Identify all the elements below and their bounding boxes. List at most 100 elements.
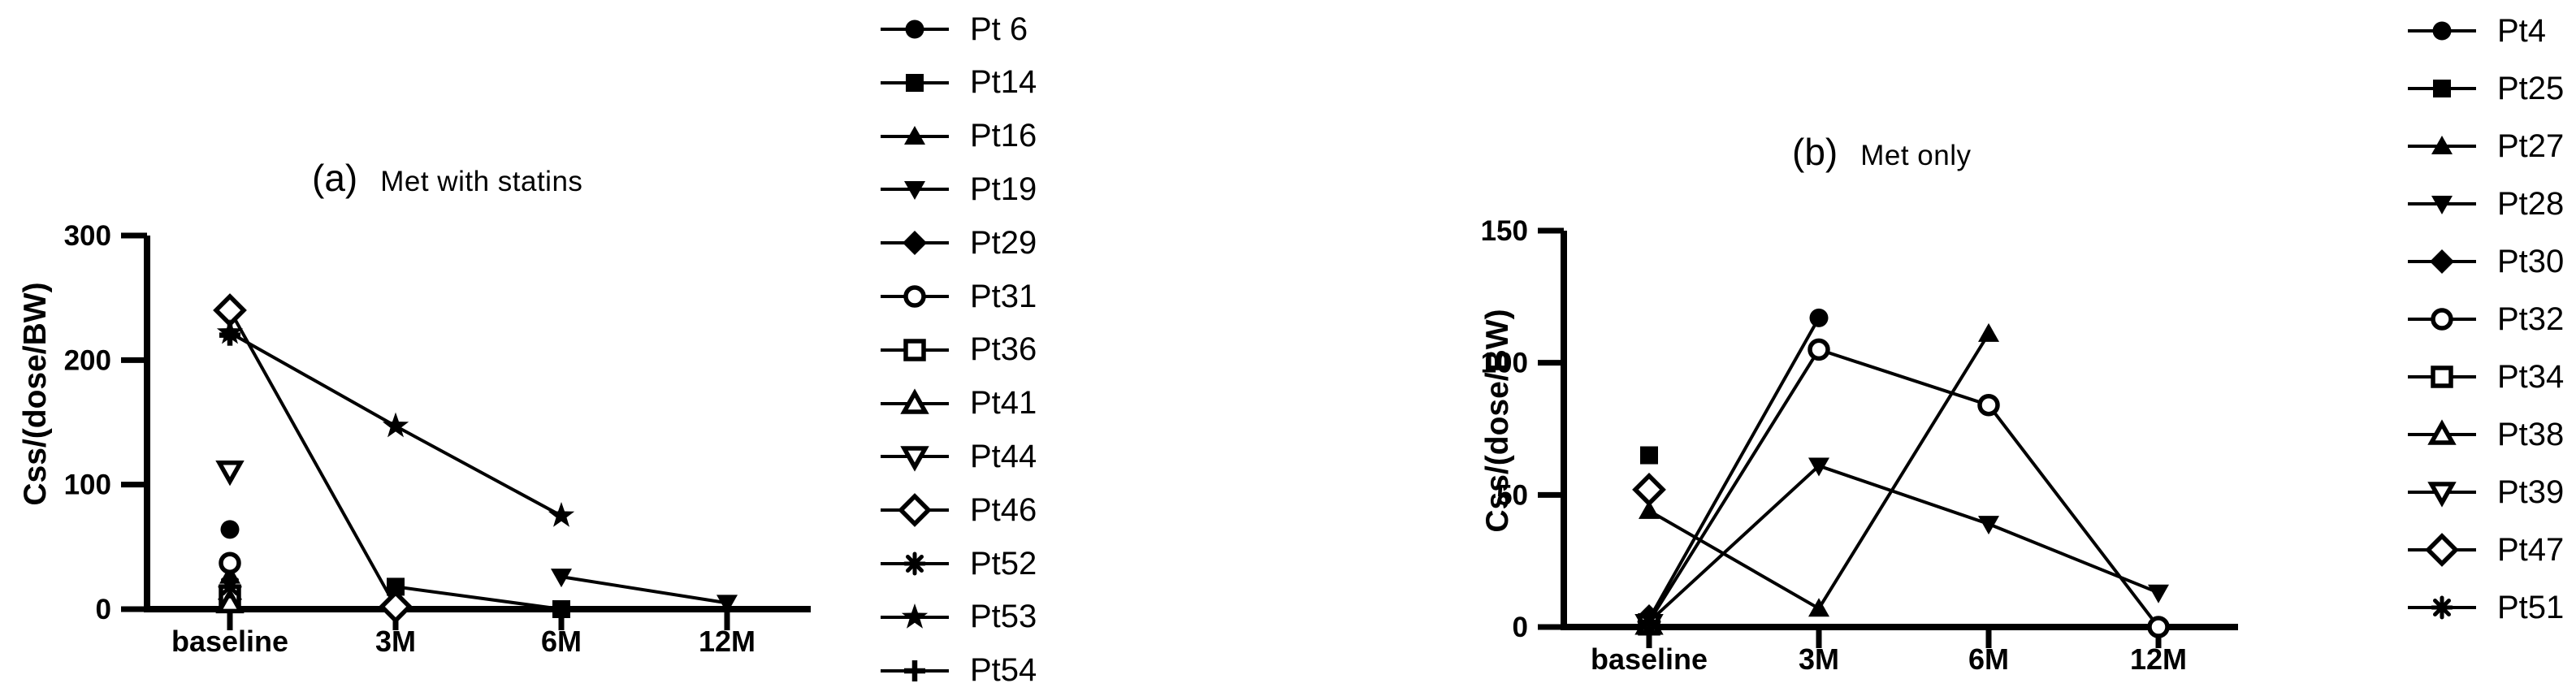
legend-marker-sample xyxy=(881,339,949,361)
legend-marker-sample xyxy=(881,125,949,145)
legend-marker-sample xyxy=(881,603,949,629)
series-line-Pt32 xyxy=(1647,348,2160,629)
legend-item-label: Pt25 xyxy=(2497,70,2565,106)
legend-marker-sample xyxy=(2408,533,2476,567)
y-tick-label: 0 xyxy=(1513,612,1528,643)
triangle-up-open-icon xyxy=(215,587,245,614)
triangle-up-filled-icon xyxy=(2431,136,2453,154)
circle-open-icon xyxy=(2147,616,2170,638)
circle-open-icon xyxy=(1808,338,1830,361)
panel-label-a: (a) xyxy=(312,157,358,199)
marker-Pt32-6M xyxy=(1977,393,2000,417)
y-tick-label: 50 xyxy=(1496,479,1528,511)
legend-marker-sample xyxy=(881,660,949,681)
asterisk-icon xyxy=(906,555,924,573)
triangle-down-filled-icon xyxy=(904,181,925,201)
triangle-up-filled-icon xyxy=(904,125,925,145)
chart-a-ylabel: Css/(dose/BW) xyxy=(18,282,53,506)
marker-Pt47-baseline xyxy=(1632,472,1666,507)
marker-Pt28-6M xyxy=(1978,516,1999,535)
legend-item: Pt30 xyxy=(2406,244,2564,279)
legend-marker-Pt25 xyxy=(2433,80,2451,97)
legend-item-label: Pt53 xyxy=(970,599,1037,635)
legend-marker-Pt39 xyxy=(2427,482,2457,508)
legend-marker-Pt41 xyxy=(900,388,929,414)
legend-item: Pt19 xyxy=(879,171,1037,207)
legend-marker-sample xyxy=(2408,80,2476,97)
legend-marker-sample xyxy=(2408,136,2476,154)
triangle-down-filled-icon xyxy=(2148,584,2169,603)
x-category-label: 6M xyxy=(1968,642,2009,676)
marker-Pt32-12M xyxy=(2147,616,2170,638)
legend-item-label: Pt19 xyxy=(970,171,1037,207)
marker-Pt32-3M xyxy=(1808,338,1830,361)
legend-item: Pt38 xyxy=(2406,417,2564,452)
legend-marker-sample xyxy=(2408,482,2476,508)
circle-filled-icon xyxy=(2432,21,2452,41)
y-tick-label: 100 xyxy=(64,469,111,501)
marker-Pt46-3M xyxy=(379,590,413,624)
triangle-up-filled-icon xyxy=(1639,500,1660,519)
square-open-icon xyxy=(903,339,926,361)
legend-marker-sample xyxy=(2408,21,2476,41)
triangle-down-open-icon xyxy=(2427,482,2457,508)
legend-item-label: Pt16 xyxy=(970,118,1037,154)
y-tick-label: 300 xyxy=(64,220,111,252)
legend-item-label: Pt52 xyxy=(970,545,1037,582)
marker-Pt54-baseline xyxy=(219,324,240,346)
legend-marker-sample xyxy=(881,73,949,92)
triangle-down-filled-icon xyxy=(1978,516,1999,535)
triangle-down-filled-icon xyxy=(717,595,738,614)
marker-Pt51-baseline xyxy=(1637,609,1661,634)
legend-item: Pt53 xyxy=(879,599,1037,635)
series-line-Pt46 xyxy=(228,309,397,608)
legend-item-label: Pt31 xyxy=(970,278,1037,314)
marker-Pt4-3M xyxy=(1809,308,1829,327)
marker-Pt28-3M xyxy=(1808,457,1829,477)
series-line-Pt4 xyxy=(1647,317,1821,621)
legend-item-label: Pt36 xyxy=(970,331,1037,368)
triangle-up-open-icon xyxy=(900,388,929,414)
circle-open-icon xyxy=(903,285,926,308)
legend-item: Pt27 xyxy=(2406,128,2564,164)
legend-item: Pt41 xyxy=(879,385,1037,422)
legend-marker-sample xyxy=(881,19,949,39)
legend-marker-sample xyxy=(881,388,949,414)
marker-Pt31-baseline xyxy=(219,551,241,575)
legend-marker-sample xyxy=(881,285,949,308)
x-category-label: 12M xyxy=(2130,642,2187,676)
legend-marker-Pt53 xyxy=(901,603,929,629)
triangle-down-filled-icon xyxy=(551,569,572,588)
square-filled-icon xyxy=(2433,80,2451,97)
legend-item: Pt32 xyxy=(2406,301,2564,337)
legend-item: Pt52 xyxy=(879,546,1037,582)
y-tick-label: 0 xyxy=(96,594,111,625)
legend-item: Pt4 xyxy=(2406,13,2546,49)
marker-Pt14-3M xyxy=(387,577,405,596)
legend-marker-sample xyxy=(2408,419,2476,445)
diamond-open-icon xyxy=(1632,472,1666,507)
legend-marker-Pt19 xyxy=(904,181,925,201)
legend-item: Pt36 xyxy=(879,331,1037,368)
legend-item-label: Pt14 xyxy=(970,64,1037,101)
legend-item: Pt28 xyxy=(2406,186,2564,222)
legend-marker-Pt52 xyxy=(903,551,927,576)
star-filled-icon xyxy=(382,412,409,438)
marker-Pt27-3M xyxy=(1808,598,1829,617)
legend-item: Pt34 xyxy=(2406,359,2564,395)
square-open-icon xyxy=(2431,365,2453,388)
marker-Pt25-baseline xyxy=(1640,446,1658,465)
legend-item-label: Pt46 xyxy=(970,491,1037,528)
y-tick-label: 150 xyxy=(1481,215,1528,247)
circle-filled-icon xyxy=(905,19,924,39)
legend-marker-Pt14 xyxy=(906,73,924,92)
triangle-down-filled-icon xyxy=(1808,457,1829,477)
diamond-open-icon xyxy=(2425,533,2459,567)
diamond-open-icon xyxy=(898,493,932,528)
marker-Pt19-12M xyxy=(717,595,738,614)
chart-b-ylabel: Css/(dose/BW) xyxy=(1480,309,1515,533)
square-filled-icon xyxy=(387,577,405,596)
legend-marker-sample xyxy=(881,493,949,528)
legend-marker-Pt 6 xyxy=(905,19,924,39)
legend-marker-sample xyxy=(881,231,949,256)
